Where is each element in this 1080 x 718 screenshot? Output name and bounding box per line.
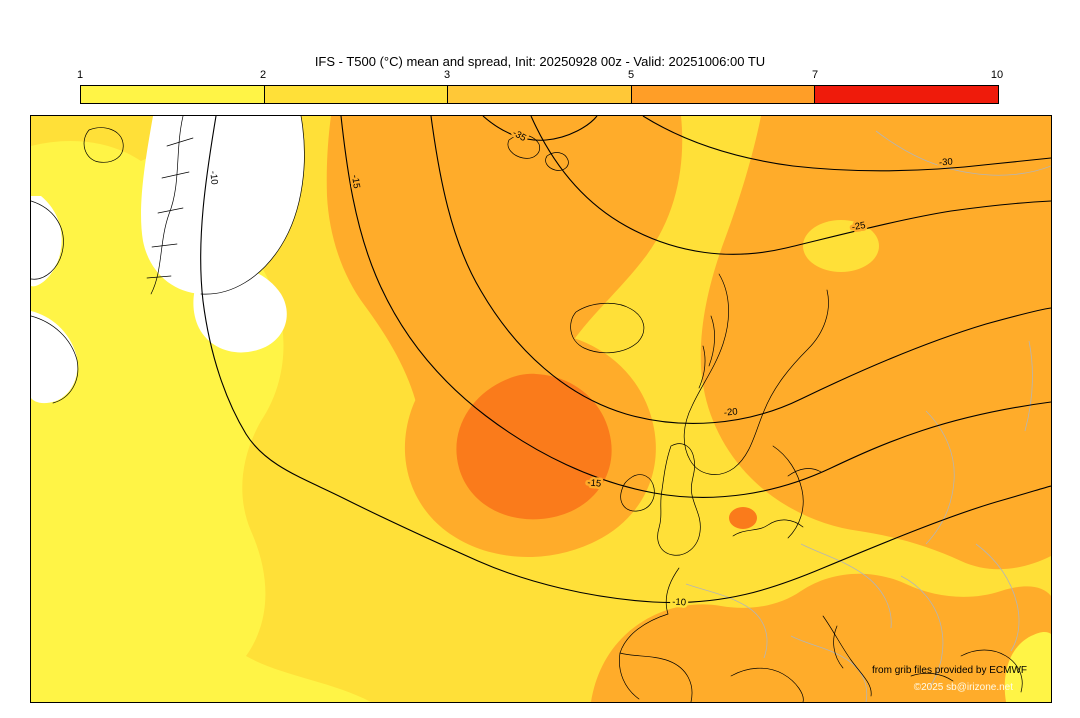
- contour-label: -30: [939, 157, 953, 169]
- country-border: [800, 543, 892, 629]
- colorbar-tick: 5: [627, 69, 635, 81]
- white-region: [193, 264, 287, 353]
- contour-line-minus35: [482, 116, 598, 141]
- border-layer: [685, 130, 1051, 702]
- coastline: [146, 137, 194, 279]
- contour-line-minus10: [200, 116, 1051, 604]
- coastline: [698, 315, 715, 389]
- white-region: [31, 196, 62, 287]
- colorbar-segment: [815, 86, 998, 103]
- coastline: [619, 652, 804, 702]
- country-border: [925, 410, 955, 545]
- coastline: [910, 649, 1023, 693]
- contour-label: -10: [672, 597, 686, 609]
- coastline: [507, 134, 569, 171]
- colorbar-segment: [631, 86, 816, 103]
- colorbar-tick: 10: [990, 69, 1004, 81]
- colorbar-tick: 1: [76, 69, 84, 81]
- contour-line-minus25: [530, 116, 1051, 255]
- contour-label: -20: [723, 406, 738, 418]
- colorbar-ticks: 1 2 3 5 7 10: [0, 69, 1080, 81]
- map-image: -10 -15 -35 -30 -25 -20 -15 -10 from gri…: [30, 115, 1052, 703]
- contour-label: -10: [207, 170, 219, 185]
- country-border: [875, 130, 1051, 176]
- contour-line-minus30: [642, 116, 1051, 172]
- spread-high-region: [326, 116, 683, 523]
- coastline: [683, 273, 829, 475]
- spread-max-spot: [729, 507, 757, 529]
- spread-high-region: [700, 116, 1051, 570]
- contour-label: -25: [851, 220, 866, 233]
- coastline: [200, 116, 305, 295]
- contour-line-minus15: [340, 116, 1051, 498]
- coastline: [83, 127, 124, 163]
- map-svg: -10 -15 -35 -30 -25 -20 -15 -10: [31, 116, 1051, 702]
- spread-low-patch: [1004, 631, 1051, 702]
- contour-label: -15: [587, 477, 602, 489]
- coastline: [150, 116, 184, 295]
- country-border: [685, 583, 768, 659]
- coastline: [657, 443, 701, 556]
- spread-mid-patch: [803, 220, 879, 272]
- credit-line-ecmwf: from grib files provided by ECMWF: [871, 665, 1027, 676]
- page-title: IFS - T500 (°C) mean and spread, Init: 2…: [314, 54, 766, 69]
- coastline: [732, 519, 804, 537]
- colorbar-tick: 2: [259, 69, 267, 81]
- spread-high-region: [591, 573, 1051, 702]
- colorbar-segment: [264, 86, 449, 103]
- white-region: [31, 311, 78, 404]
- country-border: [975, 543, 1020, 652]
- white-region: [141, 116, 305, 295]
- spread-max-blob: [456, 373, 612, 520]
- coastline: [772, 445, 822, 539]
- colorbar-segment: [81, 86, 265, 103]
- spread-fill-layer: [31, 116, 1051, 702]
- country-border: [1024, 340, 1033, 432]
- coastline: [620, 474, 655, 512]
- country-border: [900, 575, 944, 689]
- coastline: [570, 303, 645, 354]
- colorbar-tick: 3: [443, 69, 451, 81]
- contour-label: -15: [349, 174, 362, 189]
- colorbar-tick: 7: [811, 69, 819, 81]
- coastline: [31, 200, 79, 404]
- contour-layer: [200, 116, 1051, 604]
- country-border: [790, 635, 868, 702]
- contour-line-minus20: [430, 116, 1051, 424]
- spread-low-region: [31, 141, 371, 702]
- coastline: [619, 567, 680, 654]
- coastline: [822, 615, 872, 697]
- colorbar-segment: [448, 86, 632, 103]
- spread-colorbar: [80, 85, 999, 104]
- coastline-layer: [31, 116, 1023, 702]
- credit-line-author: ©2025 sb@irizone.net: [913, 682, 1013, 693]
